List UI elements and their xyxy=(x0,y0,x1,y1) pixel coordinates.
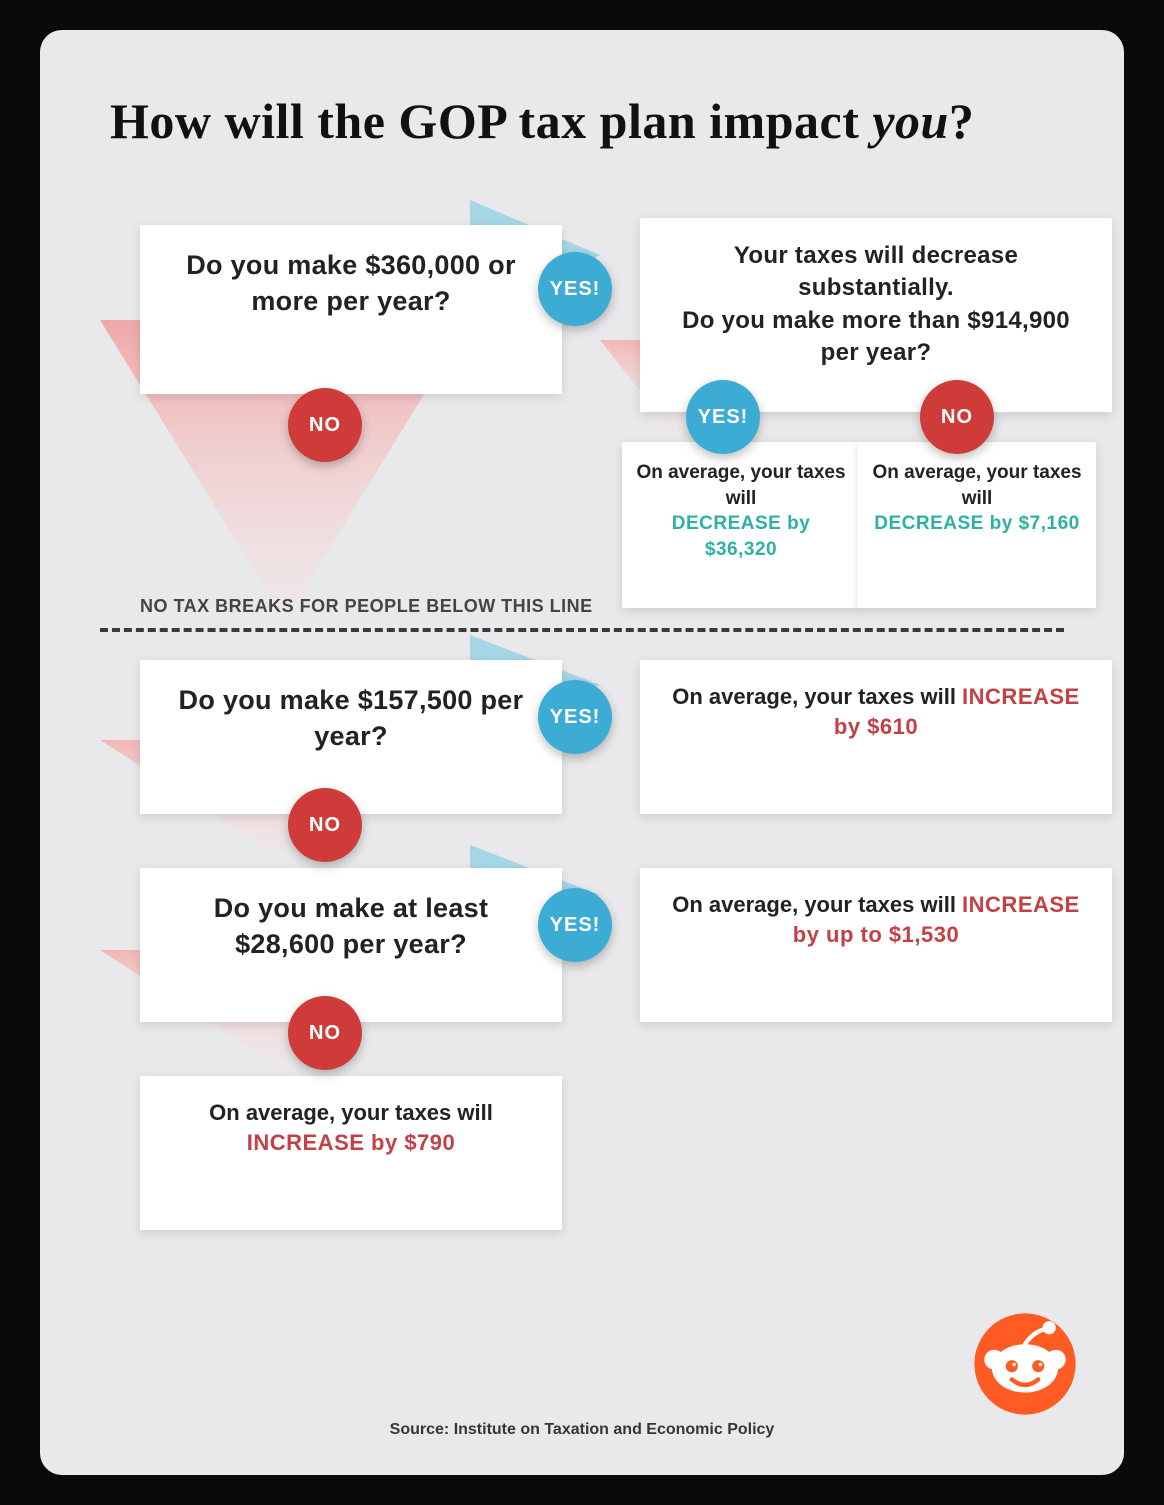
q1b-line2: Do you make more than $914,900 per year? xyxy=(682,307,1070,366)
no-badge-1: NO xyxy=(288,388,362,462)
yes-badge-3: YES! xyxy=(538,680,612,754)
source-line: Source: Institute on Taxation and Econom… xyxy=(40,1421,1124,1439)
a1-pre: On average, your taxes will xyxy=(636,462,845,509)
title-em: you xyxy=(872,93,949,149)
title-pre: How will the GOP tax plan impact xyxy=(110,93,872,149)
page-title: How will the GOP tax plan impact you? xyxy=(110,92,1054,150)
answer-decrease-7160: On average, your taxes will DECREASE by … xyxy=(858,442,1096,608)
answer-increase-1530: On average, your taxes will INCREASE by … xyxy=(640,868,1112,1022)
yes-badge-2: YES! xyxy=(686,380,760,454)
a1-accent: DECREASE by $36,320 xyxy=(672,513,811,560)
a5-pre: On average, your taxes will xyxy=(209,1100,493,1125)
yes-badge-4: YES! xyxy=(538,888,612,962)
question-2: Do you make $157,500 per year? xyxy=(140,660,562,814)
a2-pre: On average, your taxes will xyxy=(872,462,1081,509)
question-1: Do you make $360,000 or more per year? xyxy=(140,225,562,394)
question-3: Do you make at least $28,600 per year? xyxy=(140,868,562,1022)
answer-increase-610: On average, your taxes will INCREASE by … xyxy=(640,660,1112,814)
a2-accent: DECREASE by $7,160 xyxy=(874,513,1079,534)
q1b-line1: Your taxes will decrease substantially. xyxy=(734,242,1018,301)
no-badge-4: NO xyxy=(288,996,362,1070)
a4-pre: On average, your taxes will xyxy=(672,892,962,917)
no-badge-3: NO xyxy=(288,788,362,862)
yes-badge-1: YES! xyxy=(538,252,612,326)
a5-accent: INCREASE by $790 xyxy=(247,1130,456,1155)
divider-line xyxy=(100,628,1064,632)
reddit-icon xyxy=(970,1309,1080,1419)
answer-increase-790: On average, your taxes will INCREASE by … xyxy=(140,1076,562,1230)
divider-label: NO TAX BREAKS FOR PEOPLE BELOW THIS LINE xyxy=(140,596,593,617)
answer-decrease-36320: On average, your taxes will DECREASE by … xyxy=(622,442,860,608)
title-post: ? xyxy=(949,93,975,149)
a3-pre: On average, your taxes will xyxy=(672,684,962,709)
infographic-card: How will the GOP tax plan impact you? Do… xyxy=(40,30,1124,1475)
no-badge-2: NO xyxy=(920,380,994,454)
